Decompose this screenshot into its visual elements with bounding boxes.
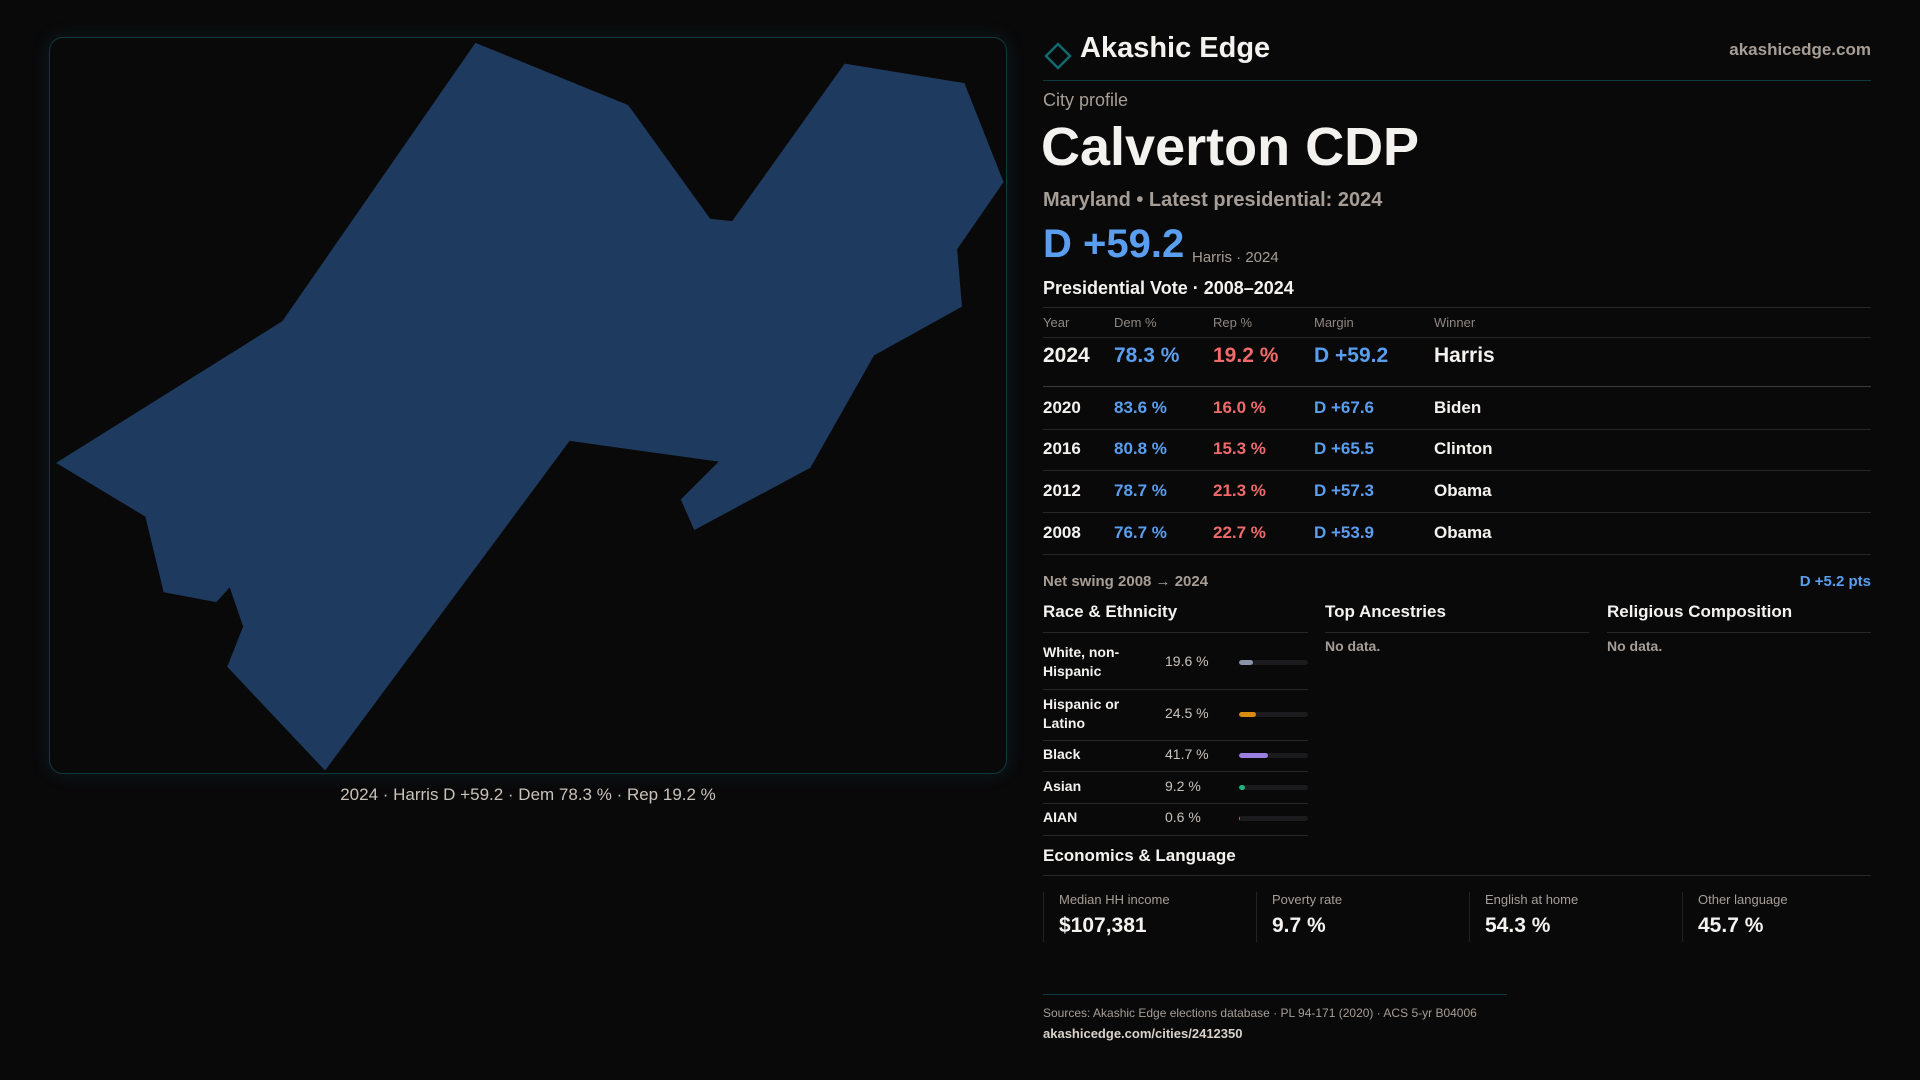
race-label: Asian [1043, 778, 1082, 794]
stat-card: Median HH income $107,381 [1043, 892, 1256, 942]
race-label: AIAN [1043, 809, 1078, 825]
religion-title: Religious Composition [1607, 602, 1793, 621]
race-bar [1239, 816, 1308, 821]
sources: Sources: Akashic Edge elections database… [1043, 1006, 1477, 1020]
vote-cell-winner: Harris [1434, 344, 1495, 367]
col-winner: Winner [1434, 315, 1476, 330]
vote-cell-winner: Obama [1434, 481, 1492, 500]
race-bar [1239, 785, 1308, 790]
stat-value: 54.3 % [1485, 914, 1551, 937]
stat-label: English at home [1485, 892, 1579, 907]
vote-cell-year: 2024 [1043, 344, 1090, 367]
page-url[interactable]: akashicedge.com/cities/2412350 [1043, 1026, 1243, 1041]
stat-card: Poverty rate 9.7 % [1256, 892, 1469, 942]
race-bar [1239, 660, 1308, 665]
race-value: 24.5 % [1165, 705, 1209, 721]
ancestries-title: Top Ancestries [1325, 602, 1446, 621]
vote-cell-dem: 78.7 % [1114, 481, 1167, 500]
vote-cell-year: 2016 [1043, 439, 1081, 458]
vote-cell-dem: 83.6 % [1114, 398, 1167, 417]
city-boundary-shape [56, 42, 1004, 771]
brand-name: Akashic Edge [1080, 32, 1271, 64]
swing-label: Net swing 2008 → 2024 [1043, 573, 1209, 590]
stat-card: English at home 54.3 % [1469, 892, 1682, 942]
vote-cell-year: 2008 [1043, 523, 1081, 542]
vote-cell-dem: 80.8 % [1114, 439, 1167, 458]
vote-cell-margin: D +67.6 [1314, 398, 1375, 417]
col-rep: Rep % [1213, 315, 1253, 330]
col-margin: Margin [1314, 315, 1354, 330]
race-value: 41.7 % [1165, 746, 1209, 762]
vote-cell-year: 2020 [1043, 398, 1081, 417]
race-bar-fill [1239, 712, 1256, 717]
col-year: Year [1043, 315, 1070, 330]
swing-value: D +5.2 pts [1799, 573, 1871, 590]
economics-title: Economics & Language [1043, 846, 1236, 865]
vote-cell-winner: Clinton [1434, 439, 1493, 458]
race-value: 9.2 % [1165, 778, 1201, 794]
headline-margin: D +59.2 [1043, 222, 1185, 266]
stat-value: 9.7 % [1272, 914, 1326, 937]
vote-cell-winner: Biden [1434, 398, 1482, 417]
stat-label: Median HH income [1059, 892, 1170, 907]
vote-cell-rep: 21.3 % [1213, 481, 1266, 500]
race-bar-fill [1239, 660, 1253, 665]
page-subtitle: Maryland • Latest presidential: 2024 [1043, 189, 1383, 211]
vote-cell-rep: 16.0 % [1213, 398, 1266, 417]
page-title: Calverton CDP [1041, 117, 1420, 177]
vote-cell-dem: 76.7 % [1114, 523, 1167, 542]
vote-cell-margin: D +59.2 [1314, 344, 1389, 367]
vote-cell-margin: D +53.9 [1314, 523, 1375, 542]
col-dem: Dem % [1114, 315, 1157, 330]
diamond-icon [1044, 42, 1072, 70]
site-link[interactable]: akashicedge.com [1729, 40, 1871, 59]
vote-cell-dem: 78.3 % [1114, 344, 1180, 367]
race-label: White, non-Hispanic [1043, 644, 1120, 679]
stat-label: Other language [1698, 892, 1788, 907]
race-label: Hispanic or Latino [1043, 696, 1120, 731]
race-value: 0.6 % [1165, 809, 1201, 825]
race-bar-fill [1239, 816, 1241, 821]
vote-cell-margin: D +57.3 [1314, 481, 1375, 500]
vote-cell-margin: D +65.5 [1314, 439, 1375, 458]
stat-label: Poverty rate [1272, 892, 1343, 907]
vote-cell-rep: 22.7 % [1213, 523, 1266, 542]
race-title: Race & Ethnicity [1043, 602, 1178, 621]
race-value: 19.6 % [1165, 653, 1209, 669]
race-label: Black [1043, 746, 1081, 762]
vote-cell-winner: Obama [1434, 523, 1492, 542]
vote-cell-rep: 15.3 % [1213, 439, 1266, 458]
city-boundary-map [56, 42, 1004, 771]
race-bar-fill [1239, 785, 1246, 790]
stat-value: 45.7 % [1698, 914, 1764, 937]
votes-title: Presidential Vote · 2008–2024 [1043, 278, 1294, 298]
page-kicker: City profile [1043, 90, 1129, 110]
vote-cell-rep: 19.2 % [1213, 344, 1279, 367]
race-bar [1239, 712, 1308, 717]
religion-empty: No data. [1607, 638, 1663, 654]
stat-value: $107,381 [1059, 914, 1147, 937]
headline-margin-note: Harris · 2024 [1192, 249, 1279, 266]
vote-cell-year: 2012 [1043, 481, 1081, 500]
stat-card: Other language 45.7 % [1682, 892, 1895, 942]
race-bar-fill [1239, 753, 1268, 758]
map-caption: 2024 · Harris D +59.2 · Dem 78.3 % · Rep… [340, 785, 716, 804]
map-panel[interactable] [49, 37, 1007, 774]
ancestries-empty: No data. [1325, 638, 1381, 654]
race-bar [1239, 753, 1308, 758]
